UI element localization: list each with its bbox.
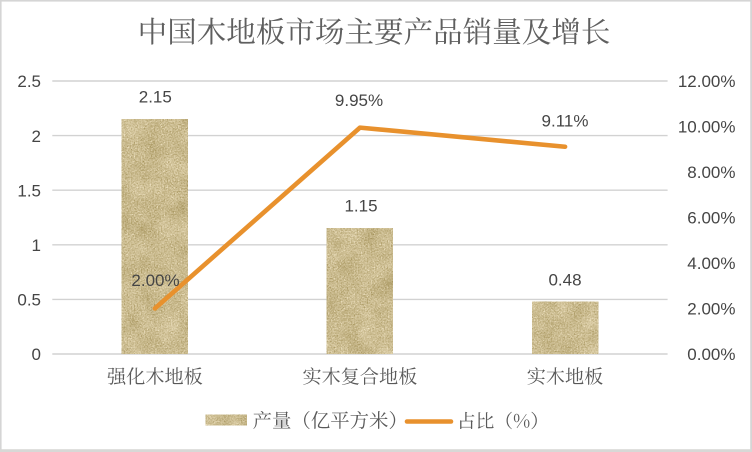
svg-text:4.00%: 4.00% xyxy=(687,254,735,273)
svg-text:0: 0 xyxy=(32,345,41,364)
svg-text:1.5: 1.5 xyxy=(17,181,41,200)
svg-text:2.15: 2.15 xyxy=(139,88,172,107)
svg-text:2.00%: 2.00% xyxy=(131,271,179,290)
svg-text:9.95%: 9.95% xyxy=(335,91,383,110)
svg-text:2.5: 2.5 xyxy=(17,72,41,91)
svg-text:1.15: 1.15 xyxy=(344,197,377,216)
svg-text:0.00%: 0.00% xyxy=(687,345,735,364)
svg-text:8.00%: 8.00% xyxy=(687,163,735,182)
svg-text:0.48: 0.48 xyxy=(548,271,581,290)
svg-text:12.00%: 12.00% xyxy=(678,72,736,91)
svg-text:10.00%: 10.00% xyxy=(678,118,736,137)
svg-text:1: 1 xyxy=(32,236,41,255)
svg-text:2.00%: 2.00% xyxy=(687,300,735,319)
svg-text:9.11%: 9.11% xyxy=(542,112,589,131)
svg-text:6.00%: 6.00% xyxy=(687,209,735,228)
svg-text:0.5: 0.5 xyxy=(17,291,41,310)
svg-text:2: 2 xyxy=(32,127,41,146)
